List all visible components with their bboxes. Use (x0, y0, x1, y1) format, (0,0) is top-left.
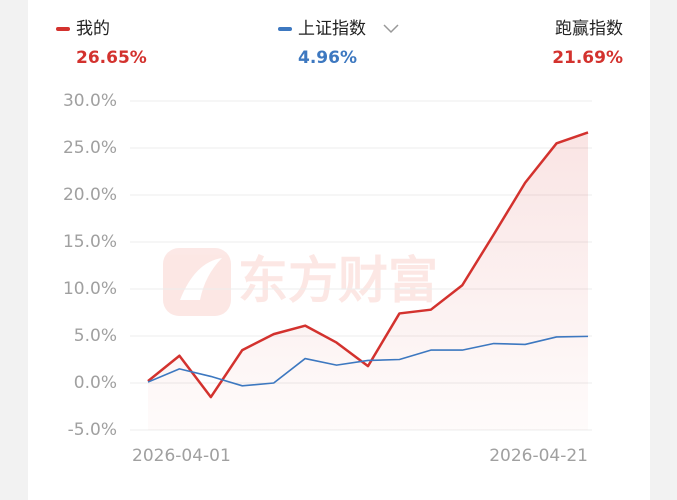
outperform-value: 21.69% (552, 48, 623, 68)
legend-label: 我的 (76, 19, 110, 39)
y-tick-label: 25.0% (63, 138, 117, 158)
y-tick-label: 20.0% (63, 185, 117, 205)
x-tick-label: 2026-04-21 (489, 446, 588, 466)
legend-value: 26.65% (76, 48, 147, 68)
outperform-label: 跑赢指数 (555, 19, 623, 39)
area (148, 132, 588, 431)
legend-value: 4.96% (298, 48, 357, 68)
x-tick-label: 2026-04-01 (132, 446, 231, 466)
dropdown-chevron (383, 24, 399, 34)
watermark: 东方财富 (238, 252, 438, 310)
y-tick-label: 15.0% (63, 232, 117, 252)
y-tick-label: 5.0% (74, 326, 117, 346)
y-tick-label: 0.0% (74, 373, 117, 393)
line (147, 131, 589, 399)
y-tick-label: -5.0% (68, 420, 117, 440)
y-tick-label: 30.0% (63, 91, 117, 111)
watermark-logo (163, 248, 231, 316)
line (147, 335, 589, 387)
y-tick-label: 10.0% (63, 279, 117, 299)
legend-label: 上证指数 (298, 19, 366, 39)
